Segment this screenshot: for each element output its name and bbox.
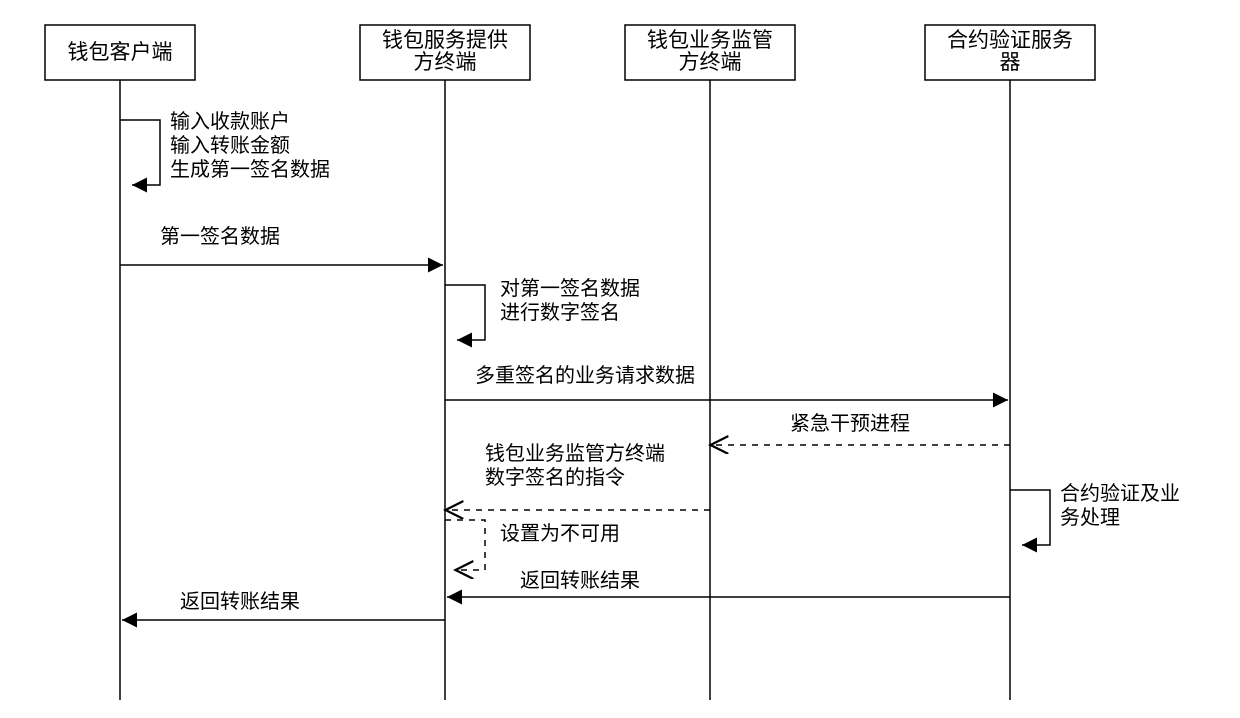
selfcall-label-provider-3: 设置为不可用 bbox=[500, 522, 620, 545]
selfcall-label-server-2: 合约验证及业务处理 bbox=[1060, 482, 1180, 529]
selfcall-label-provider-1: 对第一签名数据进行数字签名 bbox=[500, 277, 640, 324]
selfcall-server-2 bbox=[1010, 490, 1050, 545]
message-extra-label-2: 钱包业务监管方终端数字签名的指令 bbox=[485, 442, 665, 489]
selfcall-provider-3 bbox=[445, 520, 485, 570]
message-label-5: 返回转账结果 bbox=[180, 590, 300, 613]
selfcall-provider-1 bbox=[445, 285, 485, 340]
message-label-0: 第一签名数据 bbox=[160, 225, 280, 248]
selfcall-client-0 bbox=[120, 120, 160, 185]
selfcall-label-client-0: 输入收款账户输入转账金额生成第一签名数据 bbox=[170, 110, 330, 181]
sequence-diagram: 钱包客户端钱包服务提供方终端钱包业务监管方终端合约验证服务器输入收款账户输入转账… bbox=[0, 0, 1240, 718]
participant-label-client: 钱包客户端 bbox=[68, 41, 173, 64]
message-label-4: 返回转账结果 bbox=[520, 569, 640, 592]
message-label-2: 紧急干预进程 bbox=[790, 412, 910, 435]
message-label-1: 多重签名的业务请求数据 bbox=[475, 364, 695, 387]
